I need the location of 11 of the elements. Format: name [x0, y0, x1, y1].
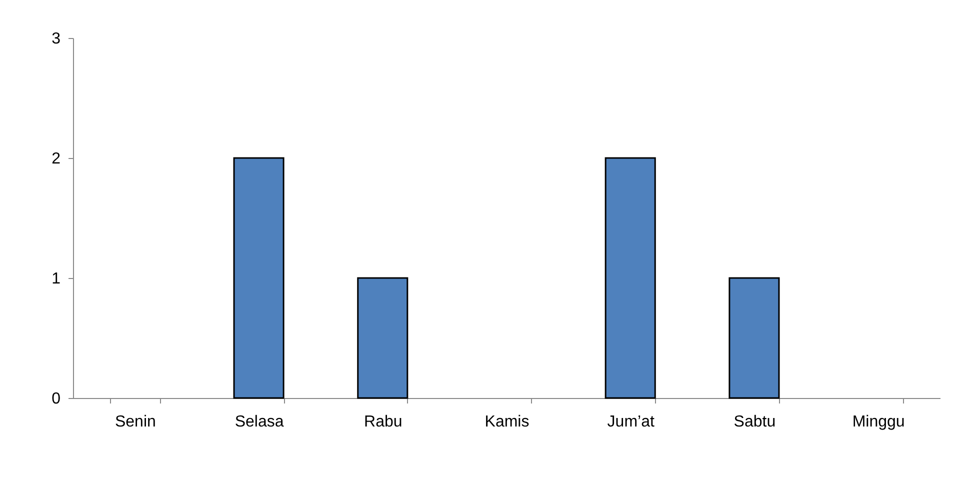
x-tick-label: Rabu [364, 414, 402, 430]
y-tick-label: 0 [52, 390, 61, 408]
x-tick-label: Selasa [234, 414, 284, 430]
x-tick-label: Sabtu [734, 414, 776, 430]
y-tick-label: 2 [52, 150, 61, 168]
y-tick-label: 1 [52, 270, 61, 288]
x-tick-label: Kamis [484, 414, 530, 430]
x-tick-label: Jum’at [607, 414, 655, 430]
y-tick-label: 3 [52, 30, 61, 48]
x-tick-label: Minggu [852, 414, 905, 430]
x-tick-label: Senin [114, 414, 156, 430]
